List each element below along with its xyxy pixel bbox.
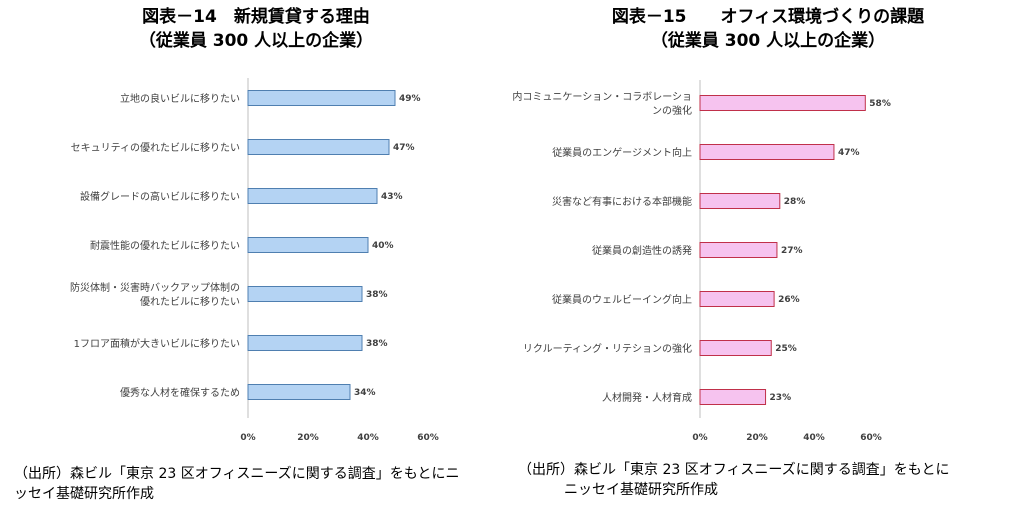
- source-note: （出所）森ビル「東京 23 区オフィスニーズに関する調査」をもとに ニッセイ基礎…: [518, 460, 1018, 500]
- source-line-1: （出所）森ビル「東京 23 区オフィスニーズに関する調査」をもとにニ: [14, 466, 460, 482]
- tick-label: 0%: [240, 433, 255, 443]
- tick-label: 60%: [860, 433, 882, 443]
- bar: [247, 237, 369, 253]
- data-label: 38%: [366, 290, 388, 300]
- data-label: 43%: [381, 192, 403, 202]
- category-label: 従業員の創造性の誘発: [592, 244, 692, 257]
- tick-label: 40%: [803, 433, 825, 443]
- data-label: 40%: [372, 241, 394, 251]
- bar: [699, 389, 767, 405]
- category-label: 立地の良いビルに移りたい: [120, 92, 240, 105]
- data-label: 58%: [869, 99, 891, 109]
- bar: [247, 384, 351, 400]
- chart-subtitle: （従業員 300 人以上の企業）: [138, 31, 374, 51]
- data-label: 27%: [781, 246, 803, 256]
- category-label: 従業員のウェルビーイング向上: [552, 293, 692, 306]
- category-label: 1フロア面積が大きいビルに移りたい: [74, 337, 240, 350]
- category-label: 従業員のエンゲージメント向上: [552, 146, 692, 159]
- bar: [699, 340, 772, 356]
- category-label: ンの強化: [652, 104, 692, 117]
- source-line-2: ッセイ基礎研究所作成: [14, 486, 154, 502]
- category-label: 人材開発・人材育成: [602, 391, 692, 404]
- data-label: 38%: [366, 339, 388, 349]
- data-label: 34%: [354, 388, 376, 398]
- right-chart-panel: 図表－15 オフィス環境づくりの課題 （従業員 300 人以上の企業） 58% 社…: [512, 0, 1024, 509]
- category-label: 社内コミュニケーション・コラボレーショ: [512, 90, 692, 103]
- tick-label: 20%: [297, 433, 319, 443]
- tick-label: 40%: [357, 433, 379, 443]
- data-label: 47%: [838, 148, 860, 158]
- data-label: 49%: [399, 94, 421, 104]
- category-label: 優秀な人材を確保するため: [120, 386, 240, 399]
- source-line-2: ニッセイ基礎研究所作成: [564, 482, 718, 498]
- bar: [247, 139, 390, 155]
- data-label: 47%: [393, 143, 415, 153]
- bar: [699, 144, 835, 160]
- bar: [247, 90, 396, 106]
- category-label: 優れたビルに移りたい: [140, 295, 240, 308]
- bar: [247, 335, 363, 351]
- source-note: （出所）森ビル「東京 23 区オフィスニーズに関する調査」をもとにニ ッセイ基礎…: [14, 464, 484, 504]
- data-label: 23%: [770, 393, 792, 403]
- category-label: セキュリティの優れたビルに移りたい: [71, 141, 240, 154]
- bar: [699, 193, 781, 209]
- tick-label: 0%: [692, 433, 707, 443]
- category-label: リクルーティング・リテションの強化: [523, 342, 692, 355]
- left-chart-panel: 図表－14 新規賃貸する理由 （従業員 300 人以上の企業） 49% 立地の良い…: [14, 7, 484, 504]
- bar: [247, 286, 363, 302]
- data-label: 26%: [778, 295, 800, 305]
- source-line-1: （出所）森ビル「東京 23 区オフィスニーズに関する調査」をもとに: [518, 462, 950, 478]
- data-label: 28%: [784, 197, 806, 207]
- category-label: 災害など有事における本部機能: [552, 195, 692, 208]
- bar: [699, 242, 778, 258]
- chart-title: 図表－14 新規賃貸する理由: [142, 7, 370, 27]
- bar: [247, 188, 378, 204]
- bar-chart-new-lease-reasons: 49% 立地の良いビルに移りたい 47% セキュリティの優れたビルに移りたい 43% 設備…: [70, 78, 439, 443]
- category-label: 防災体制・災害時バックアップ体制の: [70, 281, 240, 294]
- chart-title: 図表－15 オフィス環境づくりの課題: [611, 7, 925, 27]
- category-label: 耐震性能の優れたビルに移りたい: [90, 239, 240, 252]
- tick-label: 20%: [746, 433, 768, 443]
- chart-subtitle: （従業員 300 人以上の企業）: [650, 31, 886, 51]
- bar: [699, 291, 775, 307]
- tick-label: 60%: [417, 433, 439, 443]
- bar: [699, 95, 866, 111]
- data-label: 25%: [775, 344, 797, 354]
- category-label: 設備グレードの高いビルに移りたい: [80, 190, 240, 203]
